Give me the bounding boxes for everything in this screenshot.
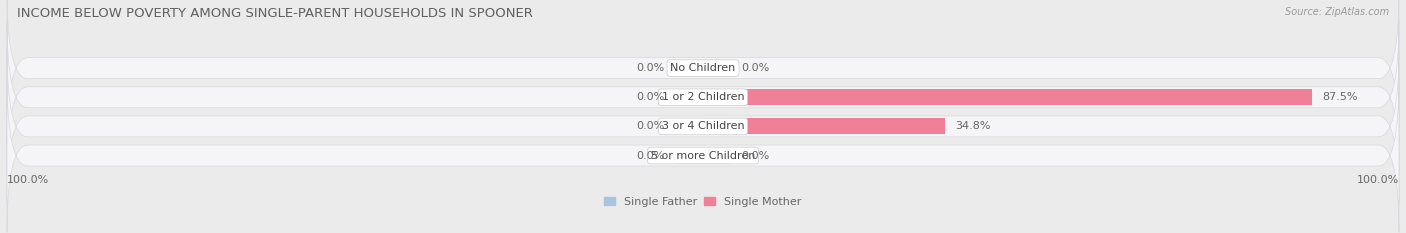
- Bar: [675, 118, 703, 134]
- FancyBboxPatch shape: [7, 20, 1399, 174]
- Bar: [703, 89, 1312, 105]
- Text: 100.0%: 100.0%: [7, 175, 49, 185]
- Text: 87.5%: 87.5%: [1323, 92, 1358, 102]
- Text: INCOME BELOW POVERTY AMONG SINGLE-PARENT HOUSEHOLDS IN SPOONER: INCOME BELOW POVERTY AMONG SINGLE-PARENT…: [17, 7, 533, 20]
- Bar: [703, 147, 731, 164]
- Text: 3 or 4 Children: 3 or 4 Children: [662, 121, 744, 131]
- Text: 0.0%: 0.0%: [741, 63, 769, 73]
- Bar: [703, 60, 731, 76]
- Bar: [675, 60, 703, 76]
- Text: 0.0%: 0.0%: [637, 151, 665, 161]
- Text: 5 or more Children: 5 or more Children: [651, 151, 755, 161]
- Text: 0.0%: 0.0%: [637, 63, 665, 73]
- Text: 0.0%: 0.0%: [741, 151, 769, 161]
- FancyBboxPatch shape: [7, 0, 1399, 145]
- Text: 0.0%: 0.0%: [637, 121, 665, 131]
- Bar: [703, 118, 945, 134]
- Text: No Children: No Children: [671, 63, 735, 73]
- Text: 1 or 2 Children: 1 or 2 Children: [662, 92, 744, 102]
- Text: 100.0%: 100.0%: [1357, 175, 1399, 185]
- Text: 34.8%: 34.8%: [956, 121, 991, 131]
- Legend: Single Father, Single Mother: Single Father, Single Mother: [605, 197, 801, 207]
- FancyBboxPatch shape: [7, 49, 1399, 203]
- FancyBboxPatch shape: [7, 79, 1399, 233]
- Text: Source: ZipAtlas.com: Source: ZipAtlas.com: [1285, 7, 1389, 17]
- Bar: [675, 89, 703, 105]
- Text: 0.0%: 0.0%: [637, 92, 665, 102]
- Bar: [675, 147, 703, 164]
